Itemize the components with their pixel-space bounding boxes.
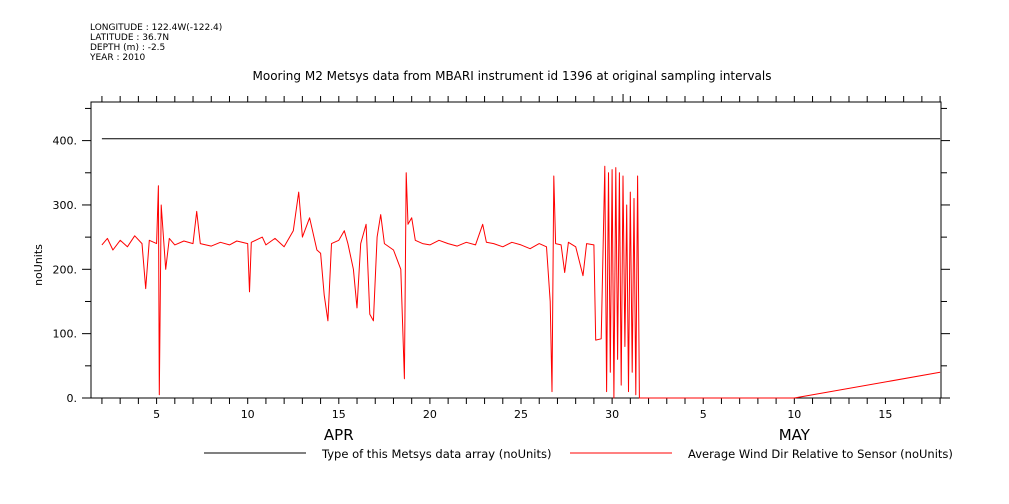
metadata-line: LONGITUDE : 122.4W(-122.4) <box>90 23 222 33</box>
plot-border <box>90 101 942 399</box>
series-line-wind-dir <box>101 165 941 399</box>
y-tick-label: 400. <box>53 135 78 148</box>
x-tick-label: 5 <box>153 408 160 421</box>
legend-label-type: Type of this Metsys data array (noUnits) <box>321 447 551 461</box>
metadata-block: LONGITUDE : 122.4W(-122.4) LATITUDE : 36… <box>89 23 222 63</box>
metadata-line: YEAR : 2010 <box>89 53 146 63</box>
y-tick-label: 0. <box>67 392 78 405</box>
x-tick-label: 25 <box>514 408 528 421</box>
x-tick-label: 30 <box>605 408 619 421</box>
series-layer <box>101 138 941 399</box>
x-month-label: APR <box>324 426 354 444</box>
metadata-line: DEPTH (m) : -2.5 <box>90 43 165 53</box>
x-month-label: MAY <box>779 426 811 444</box>
x-tick-label: 10 <box>241 408 255 421</box>
plot-frame <box>82 94 950 404</box>
y-tick-label: 100. <box>53 328 78 341</box>
chart-title: Mooring M2 Metsys data from MBARI instru… <box>253 69 772 83</box>
metadata-line: LATITUDE : 36.7N <box>90 33 169 43</box>
x-tick-label: 15 <box>332 408 346 421</box>
x-tick-label: 10 <box>787 408 801 421</box>
x-tick-label: 15 <box>878 408 892 421</box>
axis-labels: 0. 100. 200. 300. 400. 5 10 15 20 25 30 5 10 15 APR MAY <box>53 135 893 444</box>
legend: Type of this Metsys data array (noUnits)… <box>204 447 953 461</box>
y-axis-label: noUnits <box>32 244 45 286</box>
x-tick-label: 5 <box>700 408 707 421</box>
x-tick-label: 20 <box>423 408 437 421</box>
legend-label-wind: Average Wind Dir Relative to Sensor (noU… <box>688 447 953 461</box>
y-tick-label: 200. <box>53 263 78 276</box>
y-tick-label: 300. <box>53 199 78 212</box>
